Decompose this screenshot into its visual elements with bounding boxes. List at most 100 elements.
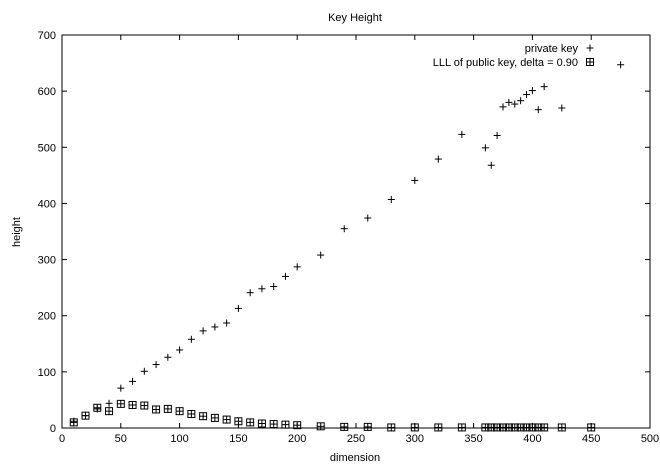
lll-public-key-point-box bbox=[587, 423, 596, 432]
x-tick-label: 200 bbox=[288, 433, 306, 445]
y-tick-label: 500 bbox=[38, 142, 56, 154]
lll-public-key-point-box bbox=[246, 418, 255, 427]
private-key-point bbox=[340, 225, 348, 233]
lll-public-key-point bbox=[281, 420, 290, 429]
x-tick-label: 100 bbox=[170, 433, 188, 445]
lll-public-key-point-box bbox=[257, 419, 266, 428]
lll-public-key-point bbox=[269, 420, 278, 429]
private-key-point bbox=[258, 285, 266, 293]
lll-public-key-point bbox=[210, 413, 219, 422]
x-axis-label: dimension bbox=[330, 452, 380, 464]
private-key-point bbox=[246, 289, 254, 297]
private-key-point bbox=[487, 161, 495, 169]
lll-public-key-point bbox=[128, 400, 137, 409]
legend-marker-2 bbox=[586, 58, 594, 66]
y-tick-label: 200 bbox=[38, 311, 56, 323]
lll-public-key-point bbox=[434, 423, 443, 432]
lll-public-key-point bbox=[340, 422, 349, 431]
private-key-point bbox=[199, 327, 207, 335]
private-key-point bbox=[534, 106, 542, 114]
axes: 0 50 100 150 200 250 300 350 400 450 500 0 100 200 300… bbox=[38, 30, 660, 445]
lll-public-key-point bbox=[81, 411, 90, 420]
x-tick-label: 50 bbox=[115, 433, 127, 445]
lll-public-key-point-box bbox=[293, 421, 302, 430]
private-key-point bbox=[270, 283, 278, 291]
x-tick-label: 350 bbox=[464, 433, 482, 445]
lll-public-key-point-box bbox=[140, 401, 149, 410]
lll-public-key-point bbox=[105, 407, 114, 416]
series-2 bbox=[69, 399, 596, 432]
private-key-point bbox=[152, 361, 160, 369]
lll-public-key-point-box bbox=[340, 422, 349, 431]
x-tick-label: 150 bbox=[229, 433, 247, 445]
lll-public-key-point-box bbox=[363, 422, 372, 431]
lll-public-key-point-box bbox=[128, 400, 137, 409]
legend: private key LLL of public key, delta = 0.… bbox=[433, 43, 594, 69]
private-key-point bbox=[105, 399, 113, 407]
private-key-point bbox=[234, 304, 242, 312]
private-key-point bbox=[434, 155, 442, 163]
lll-public-key-point bbox=[293, 421, 302, 430]
lll-public-key-point bbox=[540, 423, 549, 432]
lll-public-key-point-box bbox=[457, 423, 466, 432]
legend-label-1: private key bbox=[525, 43, 579, 55]
legend-marker-2-box bbox=[586, 58, 594, 66]
lll-public-key-point-box bbox=[222, 415, 231, 424]
private-key-point bbox=[517, 97, 525, 105]
private-key-point bbox=[411, 176, 419, 184]
x-tick-label: 500 bbox=[641, 433, 659, 445]
private-key-point bbox=[223, 319, 231, 327]
y-tick-label: 400 bbox=[38, 198, 56, 210]
private-key-point bbox=[511, 100, 519, 108]
lll-public-key-point-box bbox=[281, 420, 290, 429]
private-key-point bbox=[176, 346, 184, 354]
lll-public-key-point bbox=[457, 423, 466, 432]
private-key-point bbox=[523, 91, 531, 99]
private-key-point bbox=[505, 98, 513, 106]
lll-public-key-point-box bbox=[116, 399, 125, 408]
lll-public-key-point bbox=[69, 418, 78, 427]
lll-public-key-point-box bbox=[199, 412, 208, 421]
x-tick-label: 400 bbox=[523, 433, 541, 445]
lll-public-key-point bbox=[199, 412, 208, 421]
legend-marker-1 bbox=[586, 44, 594, 52]
data-points bbox=[69, 61, 625, 432]
private-key-point bbox=[129, 377, 137, 385]
legend-label-2: LLL of public key, delta = 0.90 bbox=[433, 57, 578, 69]
lll-public-key-point-box bbox=[69, 418, 78, 427]
lll-public-key-point bbox=[316, 422, 325, 431]
lll-public-key-point bbox=[246, 418, 255, 427]
y-axis-label: height bbox=[11, 217, 23, 247]
private-key-point bbox=[528, 87, 536, 95]
y-tick-label: 600 bbox=[38, 86, 56, 98]
private-key-point bbox=[293, 263, 301, 271]
lll-public-key-point-box bbox=[434, 423, 443, 432]
lll-public-key-point-box bbox=[540, 423, 549, 432]
series-1 bbox=[70, 61, 625, 425]
lll-public-key-point bbox=[557, 423, 566, 432]
private-key-point bbox=[211, 323, 219, 331]
lll-public-key-point bbox=[93, 403, 102, 412]
lll-public-key-point-box bbox=[152, 405, 161, 414]
lll-public-key-point-box bbox=[557, 423, 566, 432]
private-key-point bbox=[140, 367, 148, 375]
private-key-point bbox=[317, 251, 325, 259]
lll-public-key-point bbox=[163, 404, 172, 413]
private-key-point bbox=[481, 144, 489, 152]
lll-public-key-point-box bbox=[93, 403, 102, 412]
private-key-point bbox=[281, 272, 289, 280]
lll-public-key-point-box bbox=[269, 420, 278, 429]
lll-public-key-point-box bbox=[210, 413, 219, 422]
lll-public-key-point bbox=[175, 407, 184, 416]
x-tick-label: 0 bbox=[59, 433, 65, 445]
lll-public-key-point bbox=[387, 423, 396, 432]
lll-public-key-point-box bbox=[163, 404, 172, 413]
private-key-point bbox=[617, 61, 625, 69]
lll-public-key-point bbox=[257, 419, 266, 428]
lll-public-key-point-box bbox=[175, 407, 184, 416]
x-tick-label: 250 bbox=[347, 433, 365, 445]
plot-frame bbox=[61, 34, 651, 429]
lll-public-key-point bbox=[410, 423, 419, 432]
